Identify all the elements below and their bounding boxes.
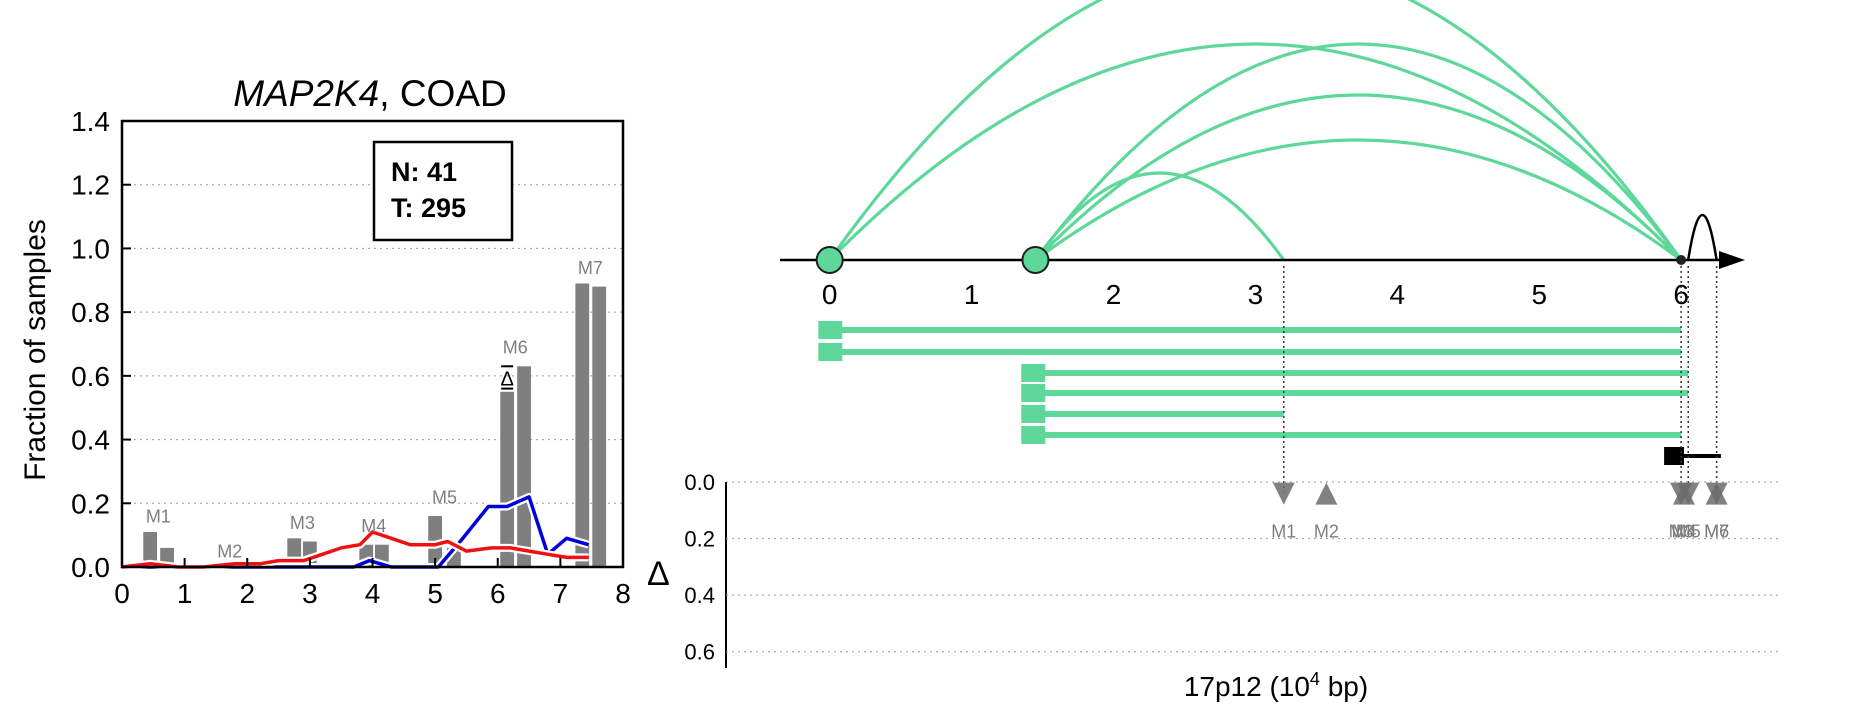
axis-arrow-icon (1719, 251, 1745, 269)
genome-tick-label: 1 (964, 279, 980, 310)
bar-label: M2 (217, 541, 242, 561)
legend-normal-count: N: 41 (391, 157, 457, 187)
delta-symbol: Δ (500, 369, 513, 391)
splice-arc (828, 42, 1683, 262)
splice-arc (1034, 138, 1683, 262)
tumor-series-line (121, 530, 589, 569)
genome-axis: 0 1 2 3 4 5 6 (780, 251, 1745, 310)
gene-loop-arc (1686, 213, 1718, 261)
legend-tumor-count: T: 295 (391, 193, 466, 223)
marker-guides (1283, 266, 1718, 492)
x-tick-label: 6 (490, 578, 506, 609)
bar-label: M1 (146, 506, 171, 526)
left-grid (122, 184, 623, 504)
x-tick-label: 5 (427, 578, 443, 609)
genome-tick-label: 0 (822, 279, 838, 310)
delta-axis-label: Δ (647, 555, 670, 593)
triangle-down-icon (1677, 482, 1700, 505)
x-tick-label: 2 (239, 578, 255, 609)
gene-model (1664, 447, 1721, 465)
bar (517, 366, 531, 567)
xlabel-unit: bp) (1320, 671, 1368, 702)
bar (592, 286, 607, 567)
triangle-down-icon (1272, 482, 1295, 505)
bar (500, 391, 515, 567)
y-tick-label: 0.8 (71, 297, 110, 328)
marker-label: M5 (1676, 522, 1701, 542)
bar-label: M7 (578, 258, 603, 278)
left-ticks: 0.0 0.2 0.4 0.6 0.8 1.0 1.2 1.4 0 1 2 3 4 5 6 7 8 (71, 106, 631, 609)
left-lines (121, 492, 590, 571)
x-tick-label: 3 (302, 578, 318, 609)
x-tick-label: 8 (615, 578, 631, 609)
triangle-up-icon (1315, 482, 1338, 505)
x-tick-label: 1 (177, 578, 193, 609)
delta-tick-label: 0.4 (684, 583, 715, 608)
xlabel-superscript: 4 (1310, 669, 1320, 689)
junction-circle (815, 246, 844, 274)
delta-tick-label: 0.0 (684, 470, 715, 495)
title-cohort: , COAD (379, 73, 506, 114)
delta-tick-label: 0.2 (684, 527, 715, 552)
left-chart-title: MAP2K4, COAD (233, 73, 506, 114)
left-delta-marker: Δ (500, 365, 514, 391)
genome-tick-label: 6 (1673, 279, 1689, 310)
bar-label: M4 (361, 516, 386, 536)
x-tick-label: 7 (553, 578, 569, 609)
title-gene: MAP2K4 (233, 73, 379, 114)
genome-tick-label: 5 (1531, 279, 1547, 310)
genome-tick-label: 2 (1106, 279, 1122, 310)
genome-tick-label: 3 (1248, 279, 1264, 310)
junction-dot (1676, 255, 1687, 265)
delta-tick-label: 0.6 (684, 640, 715, 665)
marker-label: M7 (1704, 522, 1729, 542)
y-tick-label: 0.2 (71, 488, 110, 519)
y-tick-label: 1.2 (71, 170, 110, 201)
marker-label: M4 (1671, 522, 1696, 542)
marker-label: M1 (1271, 522, 1296, 542)
left-ylabel: Fraction of samples (19, 219, 52, 481)
x-tick-label: 0 (114, 578, 130, 609)
y-tick-label: 0.0 (71, 552, 110, 583)
splice-arc (1034, 42, 1683, 261)
splice-arcs (828, 0, 1718, 262)
junction-circles (815, 246, 1687, 274)
junction-circle (1021, 246, 1050, 274)
marker-label: M6 (1704, 522, 1729, 542)
splice-arc (828, 0, 1683, 261)
bar (143, 531, 158, 567)
splice-arc (1034, 171, 1286, 261)
bar-label: M6 (503, 338, 528, 358)
marker-label: M2 (1314, 522, 1339, 542)
y-tick-label: 0.6 (71, 361, 110, 392)
bar-label: M3 (290, 513, 315, 533)
left-plot-frame (120, 119, 625, 569)
marker-label: M3 (1669, 522, 1694, 542)
y-tick-label: 1.4 (71, 106, 110, 137)
isoform-tracks (818, 321, 1689, 444)
triangle-up-icon (1705, 482, 1728, 505)
x-tick-label: 4 (365, 578, 381, 609)
bar (575, 283, 590, 567)
delta-axis: 0.0 0.2 0.4 0.6 (684, 470, 1780, 668)
left-bar-labels: M1 M2 M3 M4 M5 M6 M7 (146, 258, 603, 562)
legend-box: N: 41 T: 295 (372, 140, 514, 242)
y-tick-label: 1.0 (71, 233, 110, 264)
xlabel-main: 17p12 (10 (1184, 671, 1310, 702)
gene-box (1664, 447, 1684, 465)
y-tick-label: 0.4 (71, 425, 110, 456)
genome-tick-label: 4 (1390, 279, 1406, 310)
genome-xlabel: 17p12 (104 bp) (1184, 669, 1368, 702)
bar-label: M5 (432, 487, 457, 507)
